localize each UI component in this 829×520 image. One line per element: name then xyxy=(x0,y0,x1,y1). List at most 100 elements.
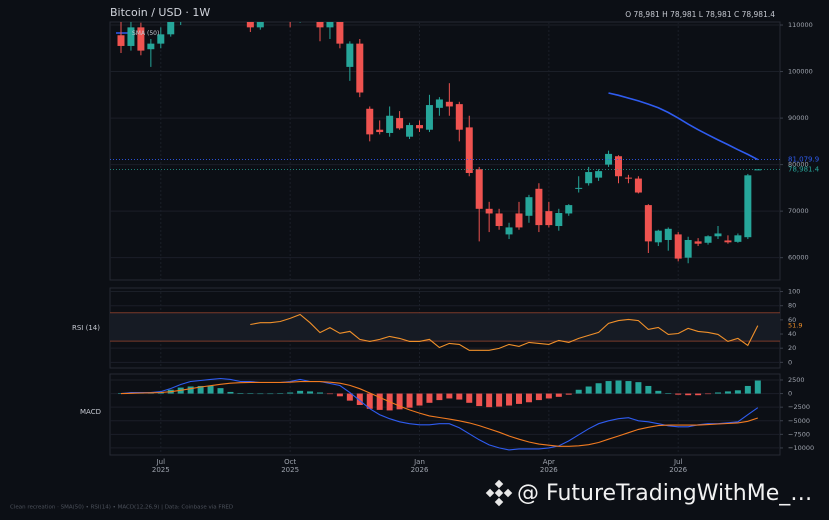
y-tick-label: 20 xyxy=(788,344,796,352)
panel-label: MACD xyxy=(80,408,101,416)
candles xyxy=(116,0,762,264)
histogram-bar xyxy=(665,393,672,394)
histogram-bar xyxy=(545,393,552,399)
histogram-bar xyxy=(396,393,403,410)
candle-body xyxy=(465,127,473,173)
histogram-bar xyxy=(267,393,274,395)
x-tick-label: Jul 2026 xyxy=(669,458,688,474)
histogram-bar xyxy=(754,380,761,394)
histogram-bar xyxy=(516,393,522,404)
candle-body xyxy=(376,129,384,133)
rsi-band xyxy=(110,312,780,342)
candle-body xyxy=(654,230,662,243)
rsi-last-label: 51.9 xyxy=(788,322,802,330)
histogram-bar xyxy=(506,393,513,406)
histogram-bar xyxy=(257,393,264,395)
histogram-bar xyxy=(237,393,244,394)
x-tick-label: Oct 2025 xyxy=(281,458,300,474)
x-tick-label: Jan 2026 xyxy=(410,458,429,474)
candle-body xyxy=(416,125,423,129)
candle-body xyxy=(734,235,742,242)
y-tick-label: −7500 xyxy=(788,430,810,438)
histogram-bar xyxy=(734,390,741,394)
histogram-bar xyxy=(525,393,532,403)
candle-body xyxy=(595,171,603,178)
y-tick-label: −10000 xyxy=(788,444,814,452)
histogram-bar xyxy=(645,385,652,394)
ohlc-header: O 78,981 H 78,981 L 78,981 C 78,981.4 xyxy=(625,10,775,19)
candle-body xyxy=(634,178,642,193)
last-price-label: 78,981.4 xyxy=(788,165,820,173)
candle-body xyxy=(326,22,334,28)
histogram-bar xyxy=(346,393,353,401)
candle-body xyxy=(664,228,672,240)
candle-body xyxy=(674,234,682,259)
y-tick-label: 110000 xyxy=(788,21,813,29)
candle-body xyxy=(624,177,632,179)
candle-body xyxy=(585,172,593,184)
histogram-bar xyxy=(356,393,363,405)
y-tick-label: 70000 xyxy=(788,207,809,215)
y-tick-label: 2500 xyxy=(788,376,805,384)
candle-body xyxy=(525,197,533,216)
panel-frame xyxy=(109,373,781,456)
y-tick-label: 100000 xyxy=(788,68,813,76)
x-tick-label: Apr 2026 xyxy=(539,458,558,474)
candle-body xyxy=(515,213,523,228)
candle-body xyxy=(505,227,513,235)
histogram-bar xyxy=(695,393,702,396)
histogram-bar xyxy=(625,381,632,394)
candle-body xyxy=(406,125,414,137)
histogram-bar xyxy=(317,392,323,394)
panel-frame xyxy=(109,21,781,281)
chart-title: Bitcoin / USD · 1W xyxy=(110,6,210,19)
candle-body xyxy=(316,22,324,28)
histogram-bar xyxy=(336,393,343,397)
candle-body xyxy=(455,104,463,130)
y-tick-label: 60 xyxy=(788,316,796,324)
candle-body xyxy=(495,213,503,227)
candle-body xyxy=(356,43,364,93)
histogram-bar xyxy=(466,393,473,403)
histogram-bar xyxy=(615,380,622,394)
candle-body xyxy=(724,240,732,243)
candle-body xyxy=(137,27,145,51)
y-tick-label: 60000 xyxy=(788,254,809,262)
candle-body xyxy=(336,22,344,44)
candle-body xyxy=(127,27,135,46)
candle-body xyxy=(396,118,404,129)
histogram-bar xyxy=(496,393,503,407)
y-tick-label: 40 xyxy=(788,330,796,338)
candle-body xyxy=(704,236,712,243)
histogram-bar xyxy=(744,385,751,394)
candle-body xyxy=(565,205,573,214)
histogram-bar xyxy=(366,393,373,409)
candle-body xyxy=(287,13,294,15)
histogram-bar xyxy=(207,385,214,394)
candle-body xyxy=(237,0,244,9)
histogram-bar xyxy=(675,393,682,395)
candle-body xyxy=(535,188,543,226)
histogram-bar xyxy=(406,393,413,408)
y-tick-label: 90000 xyxy=(788,114,809,122)
histogram-bar xyxy=(635,382,642,394)
histogram-bar xyxy=(446,393,453,399)
histogram-bar xyxy=(456,393,463,400)
candle-body xyxy=(714,233,722,237)
histogram-bar xyxy=(476,393,483,407)
y-tick-label: 100 xyxy=(788,288,800,296)
histogram-bar xyxy=(307,391,314,394)
histogram-bar xyxy=(715,392,721,394)
candle-body xyxy=(575,187,583,189)
macd-line xyxy=(120,381,758,447)
sma-line xyxy=(608,92,759,161)
candle-body xyxy=(297,0,304,16)
watermark: @ FutureTradingWithMe_… xyxy=(517,481,812,506)
histogram-bar xyxy=(287,392,294,394)
histogram-bar xyxy=(326,393,333,395)
histogram-bar xyxy=(605,381,612,394)
candle-body xyxy=(277,0,284,13)
rsi-line xyxy=(250,313,759,351)
histogram-bar xyxy=(277,393,284,394)
